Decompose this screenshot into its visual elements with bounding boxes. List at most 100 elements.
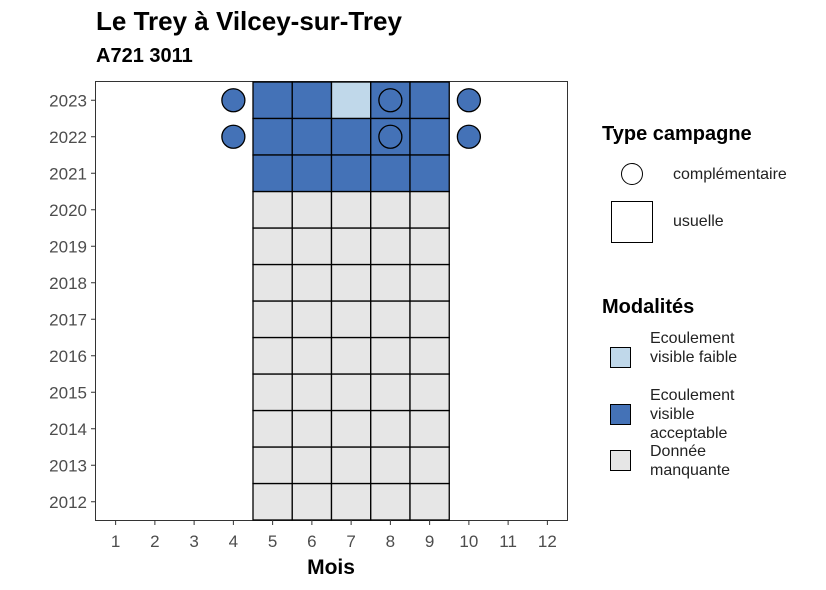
cell-2018-5 [252,263,293,302]
cell-2020-6 [291,190,333,229]
cell-2015-8 [370,373,411,412]
cell-2012-7 [330,482,372,521]
cell-2017-7 [330,300,372,339]
legend-key-acceptable [610,404,631,425]
cell-2020-5 [252,190,293,229]
legend-type-title: Type campagne [602,123,752,145]
legend-label-manquante: Donnée manquante [650,443,731,479]
legend-key-usuelle [611,201,653,243]
cell-2014-6 [291,409,333,448]
cell-2016-9 [409,336,450,375]
x-tick-label-4: 4 [229,532,238,551]
cell-2014-7 [330,409,372,448]
cell-2022-6 [291,117,333,156]
chart-title: Le Trey à Vilcey-sur-Trey [96,6,402,36]
x-tick-label-5: 5 [268,532,277,551]
cell-2013-5 [252,446,293,485]
y-tick-label-2019: 2019 [49,237,87,256]
cell-2022-5 [252,117,293,156]
cell-2019-9 [409,227,450,266]
cell-2023-5 [252,81,293,120]
y-tick-label-2013: 2013 [49,456,87,475]
x-tick-label-1: 1 [111,532,120,551]
cell-2019-6 [291,227,333,266]
cell-2021-6 [291,154,333,193]
x-tick-label-7: 7 [346,532,355,551]
y-tick-label-2020: 2020 [49,201,87,220]
point-layer [221,88,482,149]
cell-2015-6 [291,373,333,412]
y-tick-label-2018: 2018 [49,274,87,293]
cell-2014-9 [409,409,450,448]
cell-2021-7 [330,154,372,193]
y-tick-label-2023: 2023 [49,91,87,110]
cell-2012-5 [252,482,293,521]
legend-key-faible [610,347,631,368]
legend-label-usuelle: usuelle [673,213,724,230]
cell-2017-8 [370,300,411,339]
x-tick-label-2: 2 [150,532,159,551]
cell-2021-9 [409,154,450,193]
y-tick-label-2012: 2012 [49,493,87,512]
cell-layer [252,81,450,521]
cell-2015-9 [409,373,450,412]
cell-2018-8 [370,263,411,302]
cell-2021-5 [252,154,293,193]
cell-2020-7 [330,190,372,229]
cell-2021-8 [370,154,411,193]
point-2023-8 [378,88,403,113]
cell-2022-9 [409,117,450,156]
point-2022-10 [456,124,482,149]
y-tick-label-2014: 2014 [49,420,87,439]
x-tick-label-10: 10 [459,532,478,551]
x-tick-label-8: 8 [386,532,395,551]
x-tick-label-6: 6 [307,532,316,551]
cell-2023-7 [330,81,372,120]
cell-2013-7 [330,446,372,485]
y-tick-label-2017: 2017 [49,310,87,329]
y-tick-label-2016: 2016 [49,347,87,366]
point-2023-10 [456,88,482,113]
cell-2020-9 [409,190,450,229]
legend-key-manquante [610,450,631,471]
cell-2018-9 [409,263,450,302]
y-tick-label-2022: 2022 [49,128,87,147]
x-tick-label-11: 11 [499,532,517,551]
cell-2020-8 [370,190,411,229]
point-2023-4 [221,88,246,113]
cell-2018-6 [291,263,333,302]
legend-key-complementaire [621,163,643,185]
cell-2015-7 [330,373,372,412]
legend-modalites-title: Modalités [602,296,695,318]
cell-2013-9 [409,446,450,485]
cell-2016-5 [252,336,293,375]
cell-2014-8 [370,409,411,448]
x-tick-label-9: 9 [425,532,434,551]
cell-2017-6 [291,300,333,339]
x-tick-label-12: 12 [538,532,557,551]
legend-label-acceptable: Ecoulement visible acceptable [650,387,735,442]
x-tick-label-3: 3 [189,532,198,551]
cell-2016-8 [370,336,411,375]
cell-2017-5 [252,300,293,339]
y-tick-label-2021: 2021 [49,164,87,183]
cell-2019-7 [330,227,372,266]
cell-2016-7 [330,336,372,375]
point-2022-4 [221,124,246,149]
legend-label-complementaire: complémentaire [673,166,787,183]
legend-label-faible: Ecoulement visible faible [650,330,738,366]
cell-2018-7 [330,263,372,302]
cell-2019-8 [370,227,411,266]
cell-2023-9 [409,81,450,120]
cell-2017-9 [409,300,450,339]
x-axis-label: Mois [307,556,355,579]
x-axis: 1 2 3 4 5 6 7 8 9 10 11 12 [111,520,557,551]
cell-2016-6 [291,336,333,375]
cell-2023-6 [291,81,333,120]
cell-2012-9 [409,482,450,521]
y-tick-label-2015: 2015 [49,383,87,402]
cell-2013-6 [291,446,333,485]
cell-2013-8 [370,446,411,485]
cell-2012-6 [291,482,333,521]
